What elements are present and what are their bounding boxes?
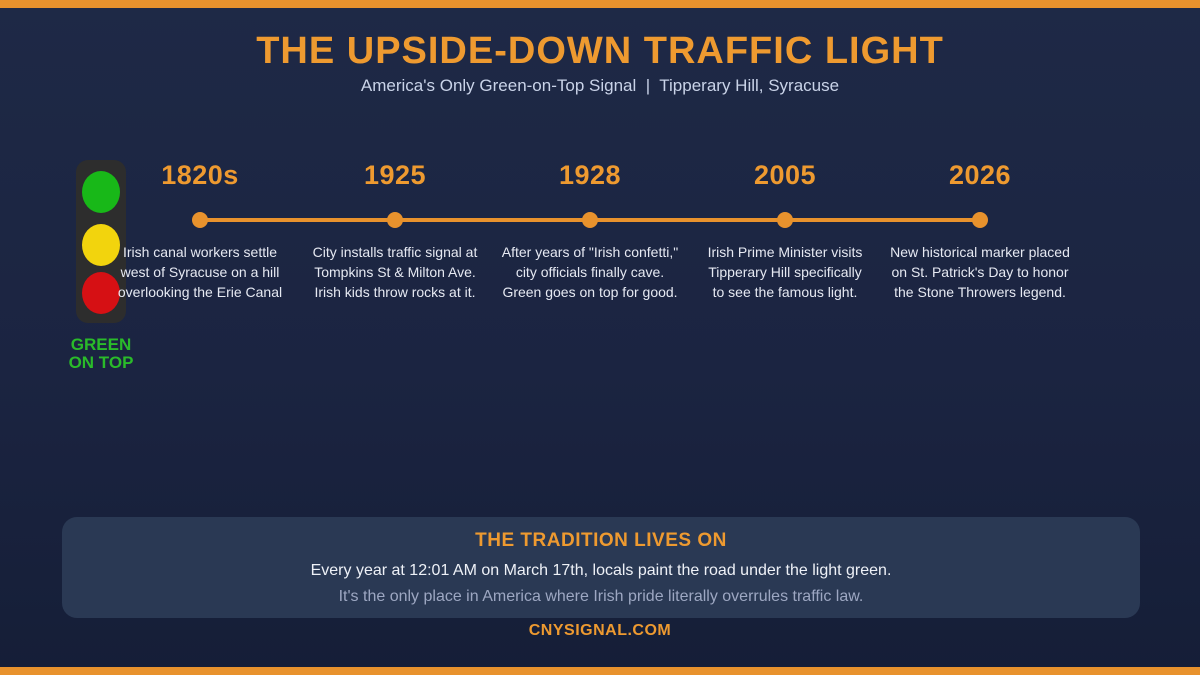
green-light-icon — [82, 171, 120, 213]
tradition-card-line2: It's the only place in America where Iri… — [338, 588, 864, 605]
website-url: CNYSIGNAL.COM — [528, 622, 672, 639]
page-subtitle: America's Only Green-on-Top Signal | Tip… — [360, 76, 840, 95]
timeline-description: Irish Prime Minister visits Tipperary Hi… — [707, 244, 863, 300]
yellow-light-icon — [82, 224, 120, 266]
red-light-icon — [82, 272, 120, 314]
tradition-card-title: THE TRADITION LIVES ON — [475, 530, 727, 551]
timeline-dot — [777, 212, 793, 228]
timeline-year: 1925 — [363, 160, 427, 190]
timeline-description: City installs traffic signal at Tompkins… — [312, 244, 478, 300]
timeline-year: 1928 — [558, 160, 622, 190]
timeline-item-1820s: 1820s Irish canal workers settle west of… — [102, 160, 298, 300]
tradition-card-line1: Every year at 12:01 AM on March 17th, lo… — [310, 562, 892, 579]
timeline-dot — [192, 212, 208, 228]
timeline-dot — [582, 212, 598, 228]
timeline-item-2026: 2026 New historical marker placed on St.… — [882, 160, 1078, 300]
timeline-year: 2026 — [948, 160, 1012, 190]
timeline-year: 1820s — [161, 160, 239, 190]
traffic-light-graphic — [76, 160, 126, 323]
timeline-year: 2005 — [753, 160, 817, 190]
bottom-accent-bar — [0, 667, 1200, 675]
timeline-item-1928: 1928 After years of "Irish confetti," ci… — [492, 160, 688, 300]
timeline-description: After years of "Irish confetti," city of… — [501, 244, 679, 300]
timeline-item-2005: 2005 Irish Prime Minister visits Tippera… — [687, 160, 883, 300]
timeline-dot — [972, 212, 988, 228]
timeline-description: Irish canal workers settle west of Syrac… — [117, 244, 283, 300]
tradition-card: THE TRADITION LIVES ON Every year at 12:… — [62, 517, 1140, 618]
green-on-top-caption: GREEN ON TOP — [68, 335, 134, 372]
timeline-description: New historical marker placed on St. Patr… — [890, 244, 1070, 300]
timeline-dot — [387, 212, 403, 228]
timeline-item-1925: 1925 City installs traffic signal at Tom… — [297, 160, 493, 300]
top-accent-bar — [0, 0, 1200, 8]
page-title: THE UPSIDE-DOWN TRAFFIC LIGHT — [256, 30, 944, 72]
